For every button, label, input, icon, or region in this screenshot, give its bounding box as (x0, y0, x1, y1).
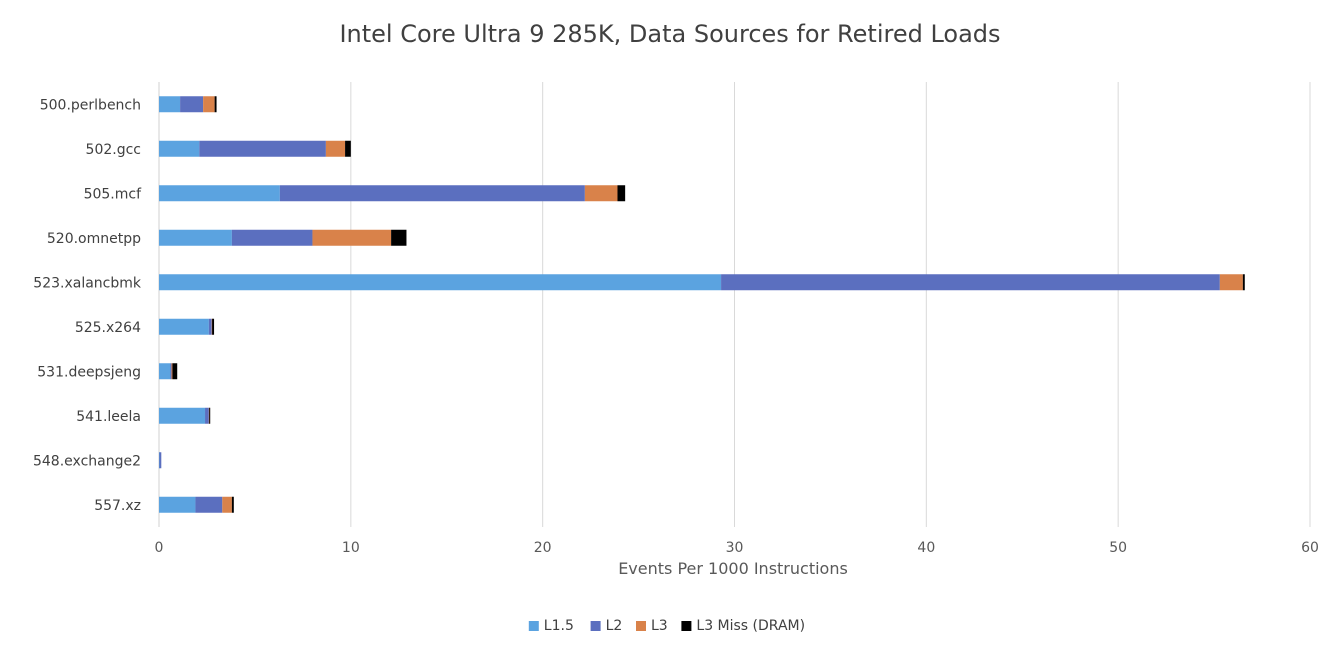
bar-l3-miss-dram--541-leela (209, 407, 211, 424)
legend-swatch-l1-5 (528, 621, 539, 631)
bar-l1-5-502-gcc (159, 140, 200, 157)
bar-l2-502-gcc (199, 140, 326, 157)
bar-l3-miss-dram--505-mcf (617, 185, 626, 202)
legend-label: L2 (606, 618, 623, 634)
x-tick-label: 0 (155, 540, 164, 556)
legend: L1.5 L2 L3 L3 Miss (DRAM) (528, 618, 805, 634)
x-tick-label: 50 (1109, 540, 1127, 556)
legend-swatch-l2 (590, 621, 601, 631)
bar-l2-525-x264 (208, 318, 212, 335)
bar-l2-541-leela (205, 407, 209, 424)
bar-l3-miss-dram--520-omnetpp (391, 229, 407, 246)
bar-l3-miss-dram--557-xz (231, 496, 234, 513)
x-tick-label: 30 (726, 540, 744, 556)
bar-l3-531-deepsjeng (171, 363, 173, 380)
bar-l1-5-557-xz (159, 496, 196, 513)
category-label: 523.xalancbmk (33, 275, 142, 291)
bar-l1-5-520-omnetpp (159, 229, 232, 246)
category-labels: 500.perlbench 502.gcc 505.mcf 520.omnetpp 52… (33, 97, 142, 514)
bar-l3-miss-dram--525-x264 (212, 318, 215, 335)
bar-l1-5-505-mcf (159, 185, 280, 202)
bar-l1-5-531-deepsjeng (159, 363, 171, 380)
legend-swatch-l3 (636, 621, 646, 631)
bar-l2-500-perlbench (180, 96, 204, 113)
bar-l2-520-omnetpp (231, 229, 313, 246)
bar-l1-5-500-perlbench (159, 96, 181, 113)
legend-swatch-l3-miss-dram- (681, 621, 692, 631)
category-label: 548.exchange2 (33, 453, 141, 469)
bar-l3-502-gcc (325, 140, 346, 157)
category-label: 557.xz (94, 498, 141, 514)
legend-label: L3 Miss (DRAM) (696, 618, 805, 634)
bar-l3-miss-dram--523-xalancbmk (1242, 274, 1245, 291)
x-tick-labels: 0 10 20 30 40 50 60 (155, 540, 1319, 556)
category-label: 525.x264 (75, 320, 141, 336)
x-tick-label: 20 (534, 540, 552, 556)
legend-label: L1.5 (544, 618, 574, 634)
bar-l2-523-xalancbmk (721, 274, 1220, 291)
bar-l1-5-525-x264 (159, 318, 209, 335)
category-label: 505.mcf (84, 186, 143, 202)
bar-l2-505-mcf (279, 185, 585, 202)
legend-label: L3 (651, 618, 668, 634)
category-label: 520.omnetpp (47, 231, 141, 247)
x-tick-label: 10 (342, 540, 360, 556)
bar-l3-500-perlbench (203, 96, 215, 113)
bar-l2-557-xz (195, 496, 223, 513)
bar-l3-520-omnetpp (312, 229, 392, 246)
category-label: 500.perlbench (40, 97, 141, 113)
x-axis-title: Events Per 1000 Instructions (618, 559, 848, 578)
bar-l2-531-deepsjeng (170, 363, 172, 380)
bar-l2-548-exchange2 (159, 452, 162, 469)
bar-l1-5-541-leela (159, 407, 206, 424)
chart-title: Intel Core Ultra 9 285K, Data Sources fo… (339, 20, 1001, 48)
category-label: 502.gcc (86, 142, 141, 158)
bar-l1-5-523-xalancbmk (159, 274, 722, 291)
bars-layer (159, 96, 1245, 513)
bar-l3-505-mcf (584, 185, 618, 202)
bar-l3-miss-dram--500-perlbench (214, 96, 217, 113)
category-label: 531.deepsjeng (37, 364, 141, 380)
x-tick-label: 40 (917, 540, 935, 556)
x-tick-label: 60 (1301, 540, 1319, 556)
bar-l3-557-xz (222, 496, 232, 513)
bar-l3-523-xalancbmk (1219, 274, 1243, 291)
category-label: 541.leela (76, 409, 141, 425)
bar-l3-miss-dram--531-deepsjeng (172, 363, 178, 380)
bar-l3-miss-dram--502-gcc (345, 140, 351, 157)
